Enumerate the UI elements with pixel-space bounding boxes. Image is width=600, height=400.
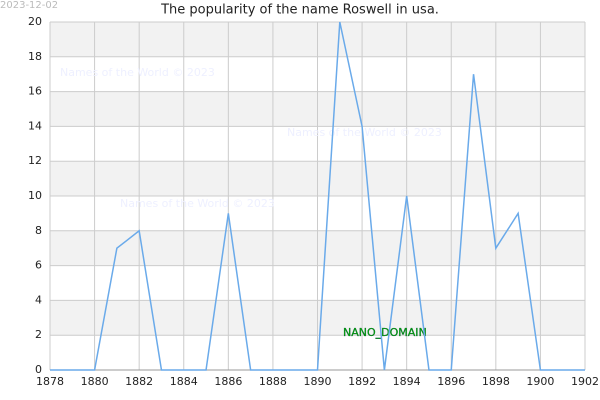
x-tick-label: 1886 — [214, 375, 242, 388]
date-stamp: 2023-12-02 — [0, 0, 58, 11]
y-tick-label: 2 — [35, 328, 42, 341]
x-tick-label: 1878 — [36, 375, 64, 388]
y-tick-label: 10 — [28, 189, 42, 202]
x-tick-label: 1900 — [526, 375, 554, 388]
y-tick-label: 6 — [35, 259, 42, 272]
x-tick-label: 1894 — [393, 375, 421, 388]
y-tick-label: 14 — [28, 119, 42, 132]
x-tick-label: 1898 — [482, 375, 510, 388]
chart-title: The popularity of the name Roswell in us… — [160, 3, 439, 18]
x-tick-label: 1882 — [125, 375, 153, 388]
x-tick-label: 1902 — [571, 375, 599, 388]
x-tick-label: 1888 — [259, 375, 287, 388]
y-tick-label: 20 — [28, 15, 42, 28]
x-tick-label: 1880 — [81, 375, 109, 388]
x-tick-label: 1884 — [170, 375, 198, 388]
x-tick-label: 1890 — [304, 375, 332, 388]
y-tick-label: 12 — [28, 154, 42, 167]
watermark: Names of the World © 2023 — [120, 197, 275, 210]
watermark: Names of the World © 2023 — [60, 66, 215, 79]
y-tick-label: 0 — [35, 363, 42, 376]
y-tick-label: 8 — [35, 224, 42, 237]
y-tick-label: 18 — [28, 50, 42, 63]
watermark: Names of the World © 2023 — [287, 126, 442, 139]
y-tick-label: 16 — [28, 85, 42, 98]
line-series — [50, 21, 585, 371]
x-tick-label: 1896 — [437, 375, 465, 388]
x-tick-label: 1892 — [348, 375, 376, 388]
y-tick-label: 4 — [35, 293, 42, 306]
domain-label: NANO_DOMAIN — [343, 326, 427, 339]
